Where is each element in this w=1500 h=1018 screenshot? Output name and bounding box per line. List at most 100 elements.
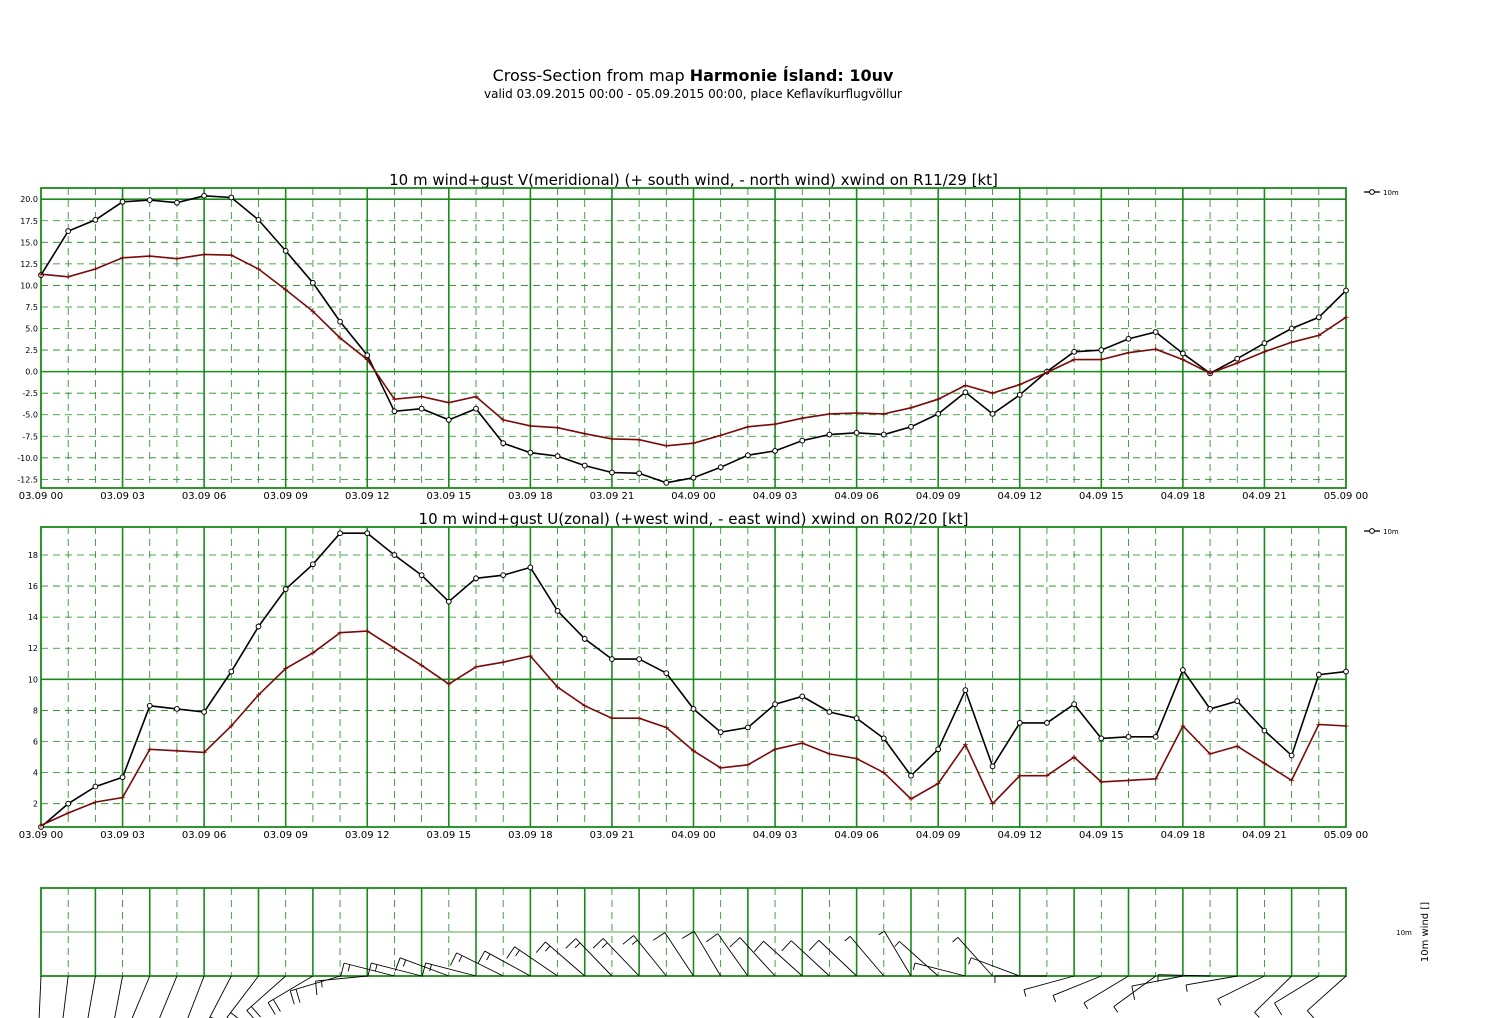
data-point-wind <box>1288 325 1295 332</box>
x-tick-label: 04.09 09 <box>916 830 961 841</box>
y-tick-label: -12.5 <box>17 475 38 484</box>
wind-barb-half-feather <box>912 962 916 970</box>
wind-barb-half-feather <box>1113 1006 1119 1013</box>
wind-barb-shaft <box>87 975 96 1018</box>
data-point-gust <box>473 394 479 400</box>
data-point-wind <box>554 453 561 460</box>
data-point-gust <box>92 266 98 272</box>
data-point-wind <box>908 772 914 779</box>
wind-barb-shaft <box>1185 975 1238 986</box>
wind-barb-feather <box>1131 986 1136 1000</box>
data-point-gust <box>283 665 289 671</box>
data-point-wind <box>1016 391 1023 398</box>
wind-barb-feather <box>246 1010 255 1018</box>
wind-barb-shaft <box>246 975 286 1011</box>
wind-barb-feather <box>681 930 695 939</box>
data-point-wind <box>935 410 942 417</box>
data-point-gust <box>337 335 343 341</box>
data-point-wind <box>908 423 914 430</box>
data-point-gust <box>65 810 71 816</box>
x-tick-label: 03.09 03 <box>100 830 145 841</box>
data-point-gust <box>962 742 968 748</box>
wind-barb-shaft <box>970 957 1020 977</box>
data-point-gust <box>1234 360 1240 366</box>
data-point-wind <box>92 216 99 223</box>
wind-barb-feather <box>449 952 458 966</box>
data-point-wind <box>527 564 534 571</box>
data-point-wind <box>65 228 72 235</box>
wind-barb-shaft <box>633 935 667 977</box>
data-point-gust <box>283 287 289 293</box>
legend: 10m <box>1364 189 1399 197</box>
data-point-wind <box>1207 705 1213 712</box>
wind-barb-half-feather <box>574 942 581 949</box>
wind-barb-feather <box>592 938 604 949</box>
wind-barb-shaft <box>545 941 586 977</box>
data-point-gust <box>636 715 642 721</box>
wind-barb-shaft <box>717 933 749 977</box>
data-point-gust <box>1017 773 1023 779</box>
x-tick-label: 03.09 00 <box>19 491 64 502</box>
data-point-wind <box>418 572 425 579</box>
y-tick-label: 17.5 <box>20 217 38 226</box>
data-point-gust <box>201 749 207 755</box>
x-tick-label: 04.09 21 <box>1242 491 1287 502</box>
wind-barb-shaft <box>739 937 776 977</box>
wind-barb-shaft <box>763 940 803 977</box>
wind-barb-half-feather <box>1083 1002 1088 1010</box>
data-point-gust <box>1316 332 1322 338</box>
data-point-wind <box>1343 287 1349 294</box>
title-prefix: Cross-Section from map <box>492 66 685 85</box>
data-point-gust <box>147 746 153 752</box>
y-tick-label: -10.0 <box>17 454 38 463</box>
wind-barb-feather <box>808 939 820 951</box>
y-tick-label: -5.0 <box>22 411 38 420</box>
data-point-wind <box>364 352 371 359</box>
wind-barb-half-feather <box>631 939 638 945</box>
wind-barb-feather <box>753 940 764 952</box>
wind-barb-half-feather <box>968 957 972 965</box>
x-tick-label: 05.09 00 <box>1324 491 1369 502</box>
wind-barb-half-feather <box>429 964 432 972</box>
data-point-wind <box>146 197 153 203</box>
x-tick-label: 04.09 06 <box>834 491 879 502</box>
x-tick-label: 03.09 15 <box>427 830 472 841</box>
data-point-gust <box>228 252 234 258</box>
data-point-gust <box>201 251 207 257</box>
data-point-gust <box>364 628 370 634</box>
y-tick-label: 10 <box>28 675 38 684</box>
data-point-gust <box>419 662 425 668</box>
data-point-wind <box>663 670 670 677</box>
data-point-gust <box>718 432 724 438</box>
data-point-gust <box>337 630 343 636</box>
wind-barb-shaft <box>1052 975 1102 996</box>
data-point-gust <box>38 271 44 277</box>
data-point-gust <box>174 256 180 262</box>
x-tick-label: 03.09 12 <box>345 830 390 841</box>
data-point-wind <box>772 448 778 454</box>
y-tick-label: 12.5 <box>20 260 38 269</box>
wind-barb-half-feather <box>515 949 520 957</box>
data-point-wind <box>527 449 534 456</box>
data-point-wind <box>473 405 479 412</box>
data-point-wind <box>609 656 615 663</box>
x-tick-label: 04.09 03 <box>753 830 798 841</box>
data-point-gust <box>609 715 615 721</box>
wind-barb-feather <box>394 957 401 972</box>
wind-barb-shaft <box>1274 975 1320 1004</box>
wind-barb-shaft <box>1254 975 1292 1013</box>
wind-barb-feather <box>367 962 372 977</box>
data-point-gust <box>65 274 71 280</box>
data-point-wind <box>962 389 969 396</box>
data-point-wind <box>174 705 180 712</box>
data-point-gust <box>582 431 588 437</box>
data-point-wind <box>799 437 806 444</box>
plot-frame <box>40 187 1347 489</box>
wind-barb-shaft <box>425 962 477 977</box>
data-point-gust <box>555 425 561 431</box>
data-point-gust <box>935 396 941 402</box>
x-tick-label: 03.09 21 <box>590 491 635 502</box>
data-point-gust <box>1153 346 1159 352</box>
data-point-wind <box>1016 719 1023 726</box>
y-tick-label: 16 <box>28 582 38 591</box>
